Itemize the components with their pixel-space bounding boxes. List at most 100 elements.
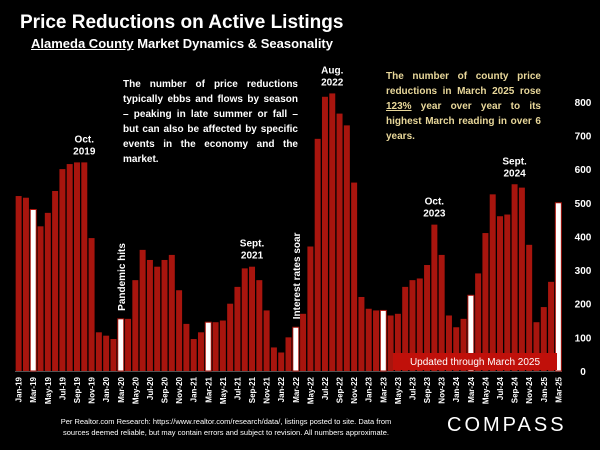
bar-Jun-19 [52,190,59,371]
bar-Jun-20 [139,249,146,371]
x-tick-label: Jul-23 [408,376,417,400]
y-tick-label: 200 [575,300,592,311]
bar-Dec-20 [183,323,190,371]
x-tick-label: Nov-19 [88,376,97,403]
x-tick-label: Sep-21 [248,376,257,403]
peak-annotation: 2021 [241,251,264,262]
y-tick-label: 700 [575,131,592,142]
bar-Mar-20 [117,318,125,372]
note-right-pct: 123% [386,101,412,112]
peak-annotation: Sept. [502,156,527,167]
bar-Jan-19 [15,196,22,371]
y-tick-label: 400 [575,232,592,243]
bar-Aug-23 [416,278,423,371]
y-tick-label: 800 [575,98,592,109]
peak-annotation: 2019 [73,146,96,157]
x-tick-label: Jan-23 [365,376,374,402]
source-footnote: Per Realtor.com Research: https://www.re… [60,417,392,437]
bar-Apr-21 [212,322,219,371]
x-tick-label: Mar-21 [204,376,213,402]
bar-Apr-22 [300,313,307,371]
peak-annotation: Aug. [321,65,343,76]
bar-Jun-21 [227,303,234,371]
note-right-post: year over year to its highest March read… [386,101,541,142]
x-tick-label: Jan-25 [540,376,549,402]
bar-Oct-19 [81,162,88,371]
event-label: Pandemic hits [117,243,128,311]
seasonality-note: The number of price reductions typically… [123,79,298,165]
x-tick-label: Nov-21 [263,376,272,403]
bar-Nov-22 [351,182,358,371]
bar-May-24 [482,233,489,371]
event-label: Interest rates soar [292,232,303,319]
bar-Mar-21 [204,321,212,372]
bar-Feb-24 [460,318,467,371]
bar-Dec-19 [95,332,102,371]
x-tick-label: Mar-23 [379,376,388,402]
y-tick-label: 500 [575,199,592,210]
bar-Nov-24 [526,244,533,371]
chart-subtitle: Alameda County Market Dynamics & Seasona… [31,36,333,51]
bar-Jun-24 [489,194,496,371]
bar-May-19 [44,212,51,371]
bar-Jul-22 [321,96,328,371]
bar-Jun-22 [314,138,321,371]
peak-annotation: 2023 [423,209,446,220]
bar-Sep-20 [161,259,168,371]
march-2025-note: The number of county price reductions in… [386,69,541,144]
bar-Jul-21 [234,286,241,371]
x-tick-label: Sep-20 [161,376,170,403]
bar-Feb-23 [373,310,380,371]
y-tick-label: 300 [575,266,592,277]
bar-Jan-24 [453,327,460,371]
bar-Jan-20 [103,335,110,371]
bar-Apr-19 [37,226,44,371]
x-tick-label: May-22 [306,376,315,404]
bar-Feb-20 [110,339,117,371]
x-tick-label: Jul-21 [233,376,242,400]
bar-Mar-24 [467,294,475,372]
bar-Aug-20 [154,266,161,371]
bar-Oct-24 [518,187,525,371]
x-tick-label: Jul-20 [146,376,155,400]
bar-Feb-19 [22,197,29,371]
bar-Oct-22 [343,125,350,372]
updated-badge [393,353,557,370]
x-tick-label: May-19 [44,376,53,404]
peak-annotation: Sept. [240,239,265,250]
bar-Oct-20 [168,254,175,371]
bar-Mar-23 [379,309,387,372]
bar-Feb-21 [197,332,204,371]
bar-Apr-24 [475,273,482,371]
x-tick-label: May-23 [394,376,403,404]
bar-Jul-24 [497,216,503,371]
bar-Jan-23 [365,308,372,371]
x-tick-label: Nov-23 [438,376,447,403]
x-tick-label: Sep-22 [336,376,345,403]
bar-Sep-23 [424,265,431,371]
bar-Jul-19 [59,169,66,371]
bar-Sep-22 [336,113,343,371]
x-tick-label: Sep-23 [423,376,432,403]
bar-Mar-22 [292,326,300,372]
x-tick-label: May-24 [481,376,490,404]
bar-Feb-22 [285,337,292,371]
bar-May-23 [394,313,401,371]
bar-Aug-21 [241,268,248,371]
bar-Mar-19 [29,208,37,372]
subtitle-county: Alameda County [31,36,134,51]
peak-annotation: Oct. [425,197,445,208]
bar-Feb-25 [548,281,555,371]
bar-Jan-22 [278,352,285,371]
bar-Dec-22 [358,296,365,371]
bar-Oct-21 [256,280,263,371]
note-right-pre: The number of county price reductions in… [386,71,541,97]
x-tick-label: May-20 [131,376,140,404]
bar-Dec-23 [445,315,452,371]
bar-Aug-24 [504,214,511,371]
bar-May-20 [132,280,139,371]
bar-Jan-25 [540,307,547,371]
bar-May-21 [219,320,226,371]
bar-Nov-23 [438,254,445,371]
